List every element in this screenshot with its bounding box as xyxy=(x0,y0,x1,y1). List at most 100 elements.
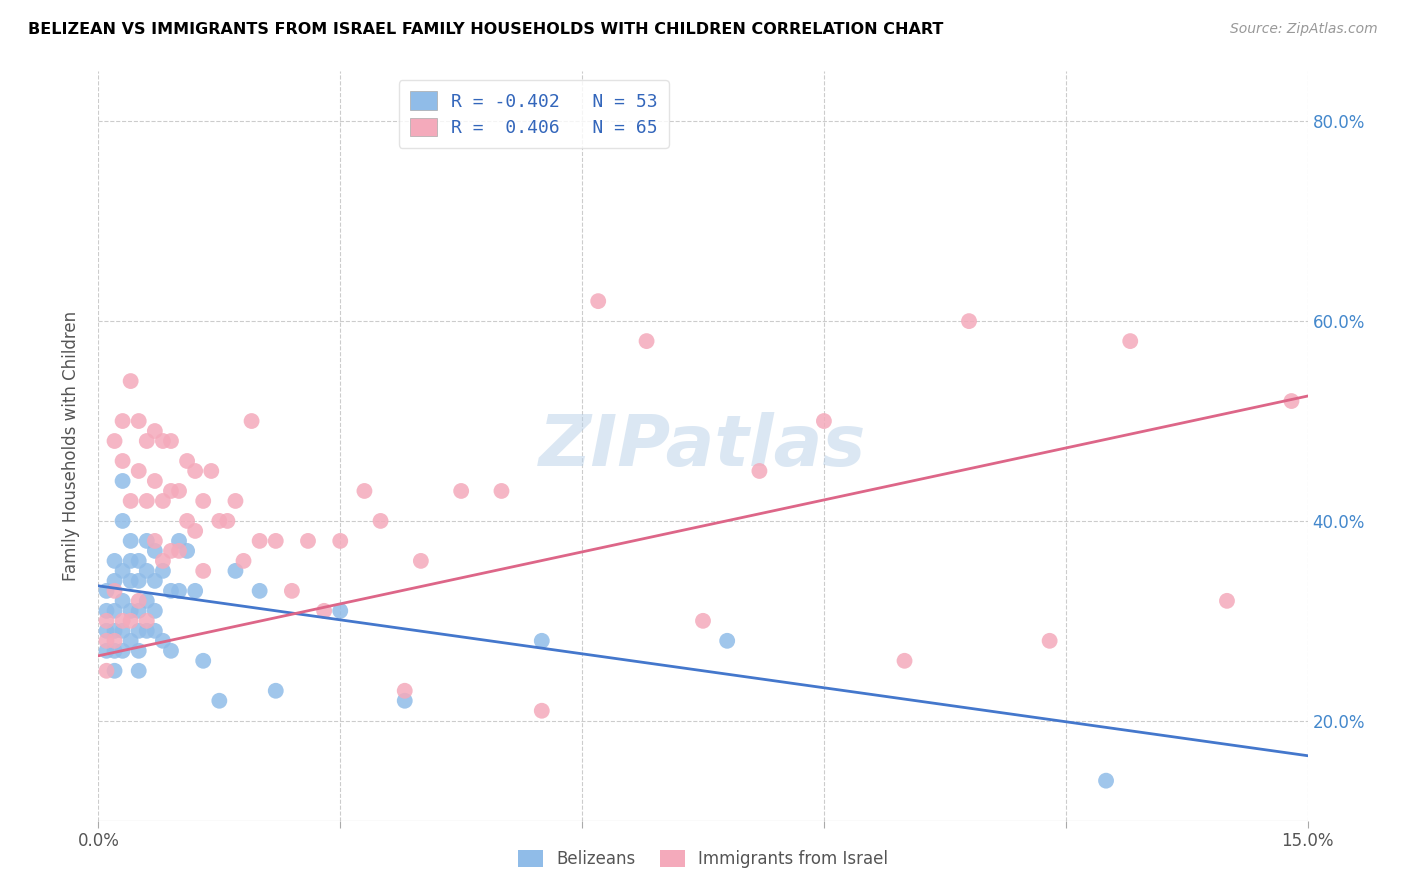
Point xyxy=(120,374,142,388)
Text: ZIPatlas: ZIPatlas xyxy=(540,411,866,481)
Point xyxy=(957,314,980,328)
Point xyxy=(160,434,183,448)
Point xyxy=(208,694,231,708)
Point xyxy=(240,414,263,428)
Point xyxy=(111,644,134,658)
Point xyxy=(200,464,222,478)
Point xyxy=(409,554,432,568)
Point xyxy=(111,514,134,528)
Point xyxy=(530,704,553,718)
Point xyxy=(143,474,166,488)
Point xyxy=(120,614,142,628)
Point xyxy=(128,414,150,428)
Point xyxy=(143,574,166,588)
Point xyxy=(103,574,125,588)
Point xyxy=(111,614,134,628)
Point xyxy=(184,464,207,478)
Text: Source: ZipAtlas.com: Source: ZipAtlas.com xyxy=(1230,22,1378,37)
Point xyxy=(224,564,246,578)
Legend: Belizeans, Immigrants from Israel: Belizeans, Immigrants from Israel xyxy=(510,843,896,875)
Point xyxy=(176,544,198,558)
Point xyxy=(135,564,157,578)
Point xyxy=(135,434,157,448)
Point xyxy=(692,614,714,628)
Point xyxy=(111,414,134,428)
Point xyxy=(128,574,150,588)
Point xyxy=(160,644,183,658)
Point xyxy=(184,583,207,598)
Point xyxy=(152,434,174,448)
Point xyxy=(143,604,166,618)
Point xyxy=(143,533,166,548)
Point xyxy=(135,533,157,548)
Point xyxy=(111,474,134,488)
Point xyxy=(96,633,118,648)
Point xyxy=(143,544,166,558)
Point xyxy=(264,533,287,548)
Point xyxy=(813,414,835,428)
Point xyxy=(716,633,738,648)
Point xyxy=(1095,773,1118,788)
Point xyxy=(249,583,271,598)
Point xyxy=(636,334,658,348)
Point xyxy=(103,664,125,678)
Point xyxy=(193,494,215,508)
Point xyxy=(152,494,174,508)
Point xyxy=(111,594,134,608)
Point xyxy=(135,624,157,638)
Point xyxy=(143,424,166,438)
Point xyxy=(394,694,416,708)
Point xyxy=(893,654,915,668)
Point xyxy=(160,483,183,498)
Point xyxy=(1216,594,1239,608)
Point xyxy=(491,483,513,498)
Point xyxy=(135,614,157,628)
Point xyxy=(167,544,190,558)
Point xyxy=(217,514,239,528)
Point xyxy=(120,633,142,648)
Point xyxy=(128,464,150,478)
Point xyxy=(1039,633,1062,648)
Point xyxy=(748,464,770,478)
Point xyxy=(128,604,150,618)
Point xyxy=(232,554,254,568)
Point xyxy=(152,564,174,578)
Point xyxy=(111,624,134,638)
Point xyxy=(249,533,271,548)
Point xyxy=(120,574,142,588)
Point xyxy=(394,683,416,698)
Point xyxy=(160,583,183,598)
Point xyxy=(96,583,118,598)
Point xyxy=(314,604,336,618)
Point xyxy=(103,644,125,658)
Point xyxy=(176,514,198,528)
Text: BELIZEAN VS IMMIGRANTS FROM ISRAEL FAMILY HOUSEHOLDS WITH CHILDREN CORRELATION C: BELIZEAN VS IMMIGRANTS FROM ISRAEL FAMIL… xyxy=(28,22,943,37)
Point xyxy=(120,604,142,618)
Point xyxy=(167,583,190,598)
Point xyxy=(96,614,118,628)
Point xyxy=(176,454,198,468)
Point xyxy=(329,604,352,618)
Point xyxy=(264,683,287,698)
Point xyxy=(120,494,142,508)
Point xyxy=(297,533,319,548)
Point xyxy=(281,583,304,598)
Point xyxy=(135,494,157,508)
Point xyxy=(193,654,215,668)
Point xyxy=(103,554,125,568)
Point xyxy=(329,533,352,548)
Point xyxy=(184,524,207,538)
Point xyxy=(103,434,125,448)
Point xyxy=(208,514,231,528)
Point xyxy=(370,514,392,528)
Point xyxy=(167,533,190,548)
Point xyxy=(143,624,166,638)
Point xyxy=(1281,394,1303,409)
Point xyxy=(103,604,125,618)
Legend: R = -0.402   N = 53, R =  0.406   N = 65: R = -0.402 N = 53, R = 0.406 N = 65 xyxy=(399,80,669,148)
Point xyxy=(193,564,215,578)
Point xyxy=(353,483,375,498)
Point xyxy=(152,554,174,568)
Point xyxy=(103,633,125,648)
Point xyxy=(128,594,150,608)
